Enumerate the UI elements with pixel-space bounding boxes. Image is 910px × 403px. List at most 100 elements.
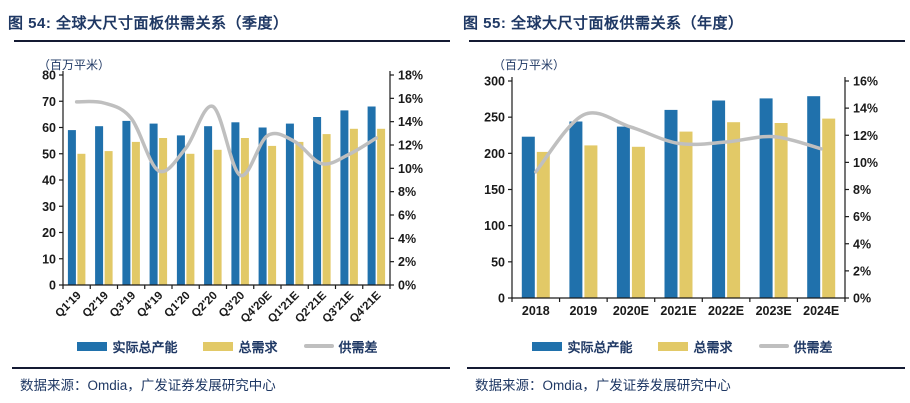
left-axis-tick-label: 10 xyxy=(42,252,56,266)
gap-line xyxy=(534,111,823,174)
x-axis-tick-label: 2020E xyxy=(613,304,649,318)
x-axis-tick-label: 2018 xyxy=(522,304,550,318)
x-axis-tick-label: Q1'19 xyxy=(53,290,83,320)
legend-bar-swatch xyxy=(77,341,108,351)
bar xyxy=(313,117,322,285)
bar xyxy=(159,138,168,285)
bar xyxy=(176,135,185,285)
bar xyxy=(349,128,358,285)
bar xyxy=(377,128,386,285)
right-axis-tick-label: 2% xyxy=(398,255,416,269)
right-axis-tick-label: 0% xyxy=(853,292,871,306)
bar xyxy=(679,131,693,298)
figure-54-quarterly: 图 54: 全球大尺寸面板供需关系（季度） （百万平米） 0 10 20 30 40 50… xyxy=(0,15,455,393)
gap-line xyxy=(74,99,379,178)
legend-item-demand: 总需求 xyxy=(203,337,278,356)
bar xyxy=(77,153,86,286)
bar-series-demand xyxy=(77,128,386,286)
right-axis-tick-label: 8% xyxy=(398,185,416,199)
bar xyxy=(186,153,195,286)
left-axis-tick-label: 50 xyxy=(491,255,505,269)
left-axis-tick-label: 300 xyxy=(484,75,505,89)
bar xyxy=(822,118,836,298)
bar xyxy=(295,141,304,285)
bar xyxy=(149,123,158,285)
right-axis-tick-label: 10% xyxy=(398,162,423,176)
legend-label: 实际总产能 xyxy=(112,339,178,355)
bar-series-capacity xyxy=(67,106,376,286)
left-axis-tick-label: 40 xyxy=(42,174,56,188)
right-axis-tick-label: 14% xyxy=(853,102,878,116)
axis-unit-label: （百万平米） xyxy=(38,58,111,72)
bar xyxy=(322,134,331,285)
right-axis-tick-label: 12% xyxy=(398,139,423,153)
legend-label: 供需差 xyxy=(793,339,833,355)
bar xyxy=(258,127,267,285)
bar xyxy=(774,123,788,298)
legend-bar-swatch xyxy=(532,341,563,351)
figure-title: 图 54: 全球大尺寸面板供需关系（季度） xyxy=(8,15,289,32)
bar xyxy=(213,149,222,285)
bar xyxy=(631,146,645,298)
x-axis-tick-label: 2024E xyxy=(803,304,839,318)
bar xyxy=(584,145,598,298)
bar xyxy=(122,120,131,286)
bar xyxy=(712,100,726,298)
bar xyxy=(268,145,277,285)
x-axis-tick-label: Q2'19 xyxy=(81,290,111,320)
bar xyxy=(95,126,104,285)
right-axis-tick-label: 8% xyxy=(853,183,871,197)
right-axis-tick-label: 6% xyxy=(853,210,871,224)
bar xyxy=(67,130,76,285)
bar xyxy=(664,109,678,299)
x-axis-tick-label: Q4'19 xyxy=(135,290,165,320)
right-axis-tick-label: 16% xyxy=(853,75,878,89)
legend-bar-swatch xyxy=(658,341,689,351)
bar xyxy=(569,121,583,298)
bar xyxy=(807,96,821,298)
footer-rule xyxy=(12,367,450,369)
legend-line-swatch xyxy=(758,344,789,348)
data-source-note: 数据来源：Omdia，广发证券发展研究中心 xyxy=(20,378,276,393)
right-axis-tick-label: 2% xyxy=(853,264,871,278)
chart-legend: 实际总产能 总需求 供需差 xyxy=(0,337,455,355)
left-axis-tick-label: 0 xyxy=(49,279,56,293)
right-axis-tick-label: 0% xyxy=(398,279,416,293)
legend-label: 总需求 xyxy=(693,339,733,355)
data-source-note: 数据来源：Omdia，广发证券发展研究中心 xyxy=(475,378,731,393)
legend-item-capacity: 实际总产能 xyxy=(532,337,632,356)
bar xyxy=(367,106,376,285)
bar xyxy=(204,126,213,285)
legend-item-capacity: 实际总产能 xyxy=(77,337,177,356)
right-axis-tick-label: 16% xyxy=(398,92,423,106)
left-axis-tick-label: 200 xyxy=(484,147,505,161)
legend-line-swatch xyxy=(303,344,334,348)
left-axis-tick-label: 150 xyxy=(484,183,505,197)
quarterly-chart-svg: 0 10 20 30 40 50 60 70 80 0% 2% 4% 6% 8% 10% 12% 14% 16% 1… xyxy=(42,69,423,326)
bar xyxy=(240,138,249,285)
quarterly-supply-demand-chart: 0 10 20 30 40 50 60 70 80 0% 2% 4% 6% 8% 10% 12% 14% 16% 1… xyxy=(0,48,455,340)
legend-item-gap: 供需差 xyxy=(303,337,378,356)
left-axis-tick-label: 50 xyxy=(42,147,56,161)
bar xyxy=(131,141,140,285)
x-axis-tick-label: Q3'19 xyxy=(108,290,138,320)
bar xyxy=(727,122,741,298)
bar xyxy=(616,126,630,298)
axis-unit-label: （百万平米） xyxy=(493,58,566,72)
annual-chart-svg: 0 50 100 150 200 250 300 0% 2% 4% 6% 8% 10% 12% 14% 16%… xyxy=(484,75,878,319)
legend-label: 实际总产能 xyxy=(567,339,633,355)
footer-rule xyxy=(467,367,905,369)
legend-label: 总需求 xyxy=(238,339,278,355)
left-axis-tick-label: 30 xyxy=(42,200,56,214)
right-axis-tick-label: 14% xyxy=(398,115,423,129)
legend-item-gap: 供需差 xyxy=(758,337,833,356)
title-rule xyxy=(14,40,450,42)
right-axis-tick-label: 4% xyxy=(398,232,416,246)
bar xyxy=(521,136,535,298)
right-axis-tick-label: 6% xyxy=(398,209,416,223)
x-axis-tick-label: 2021E xyxy=(660,304,696,318)
x-axis-tick-label: 2019 xyxy=(569,304,597,318)
bar xyxy=(340,110,349,286)
x-axis-tick-label: 2023E xyxy=(756,304,792,318)
left-axis-tick-label: 0 xyxy=(498,292,505,306)
